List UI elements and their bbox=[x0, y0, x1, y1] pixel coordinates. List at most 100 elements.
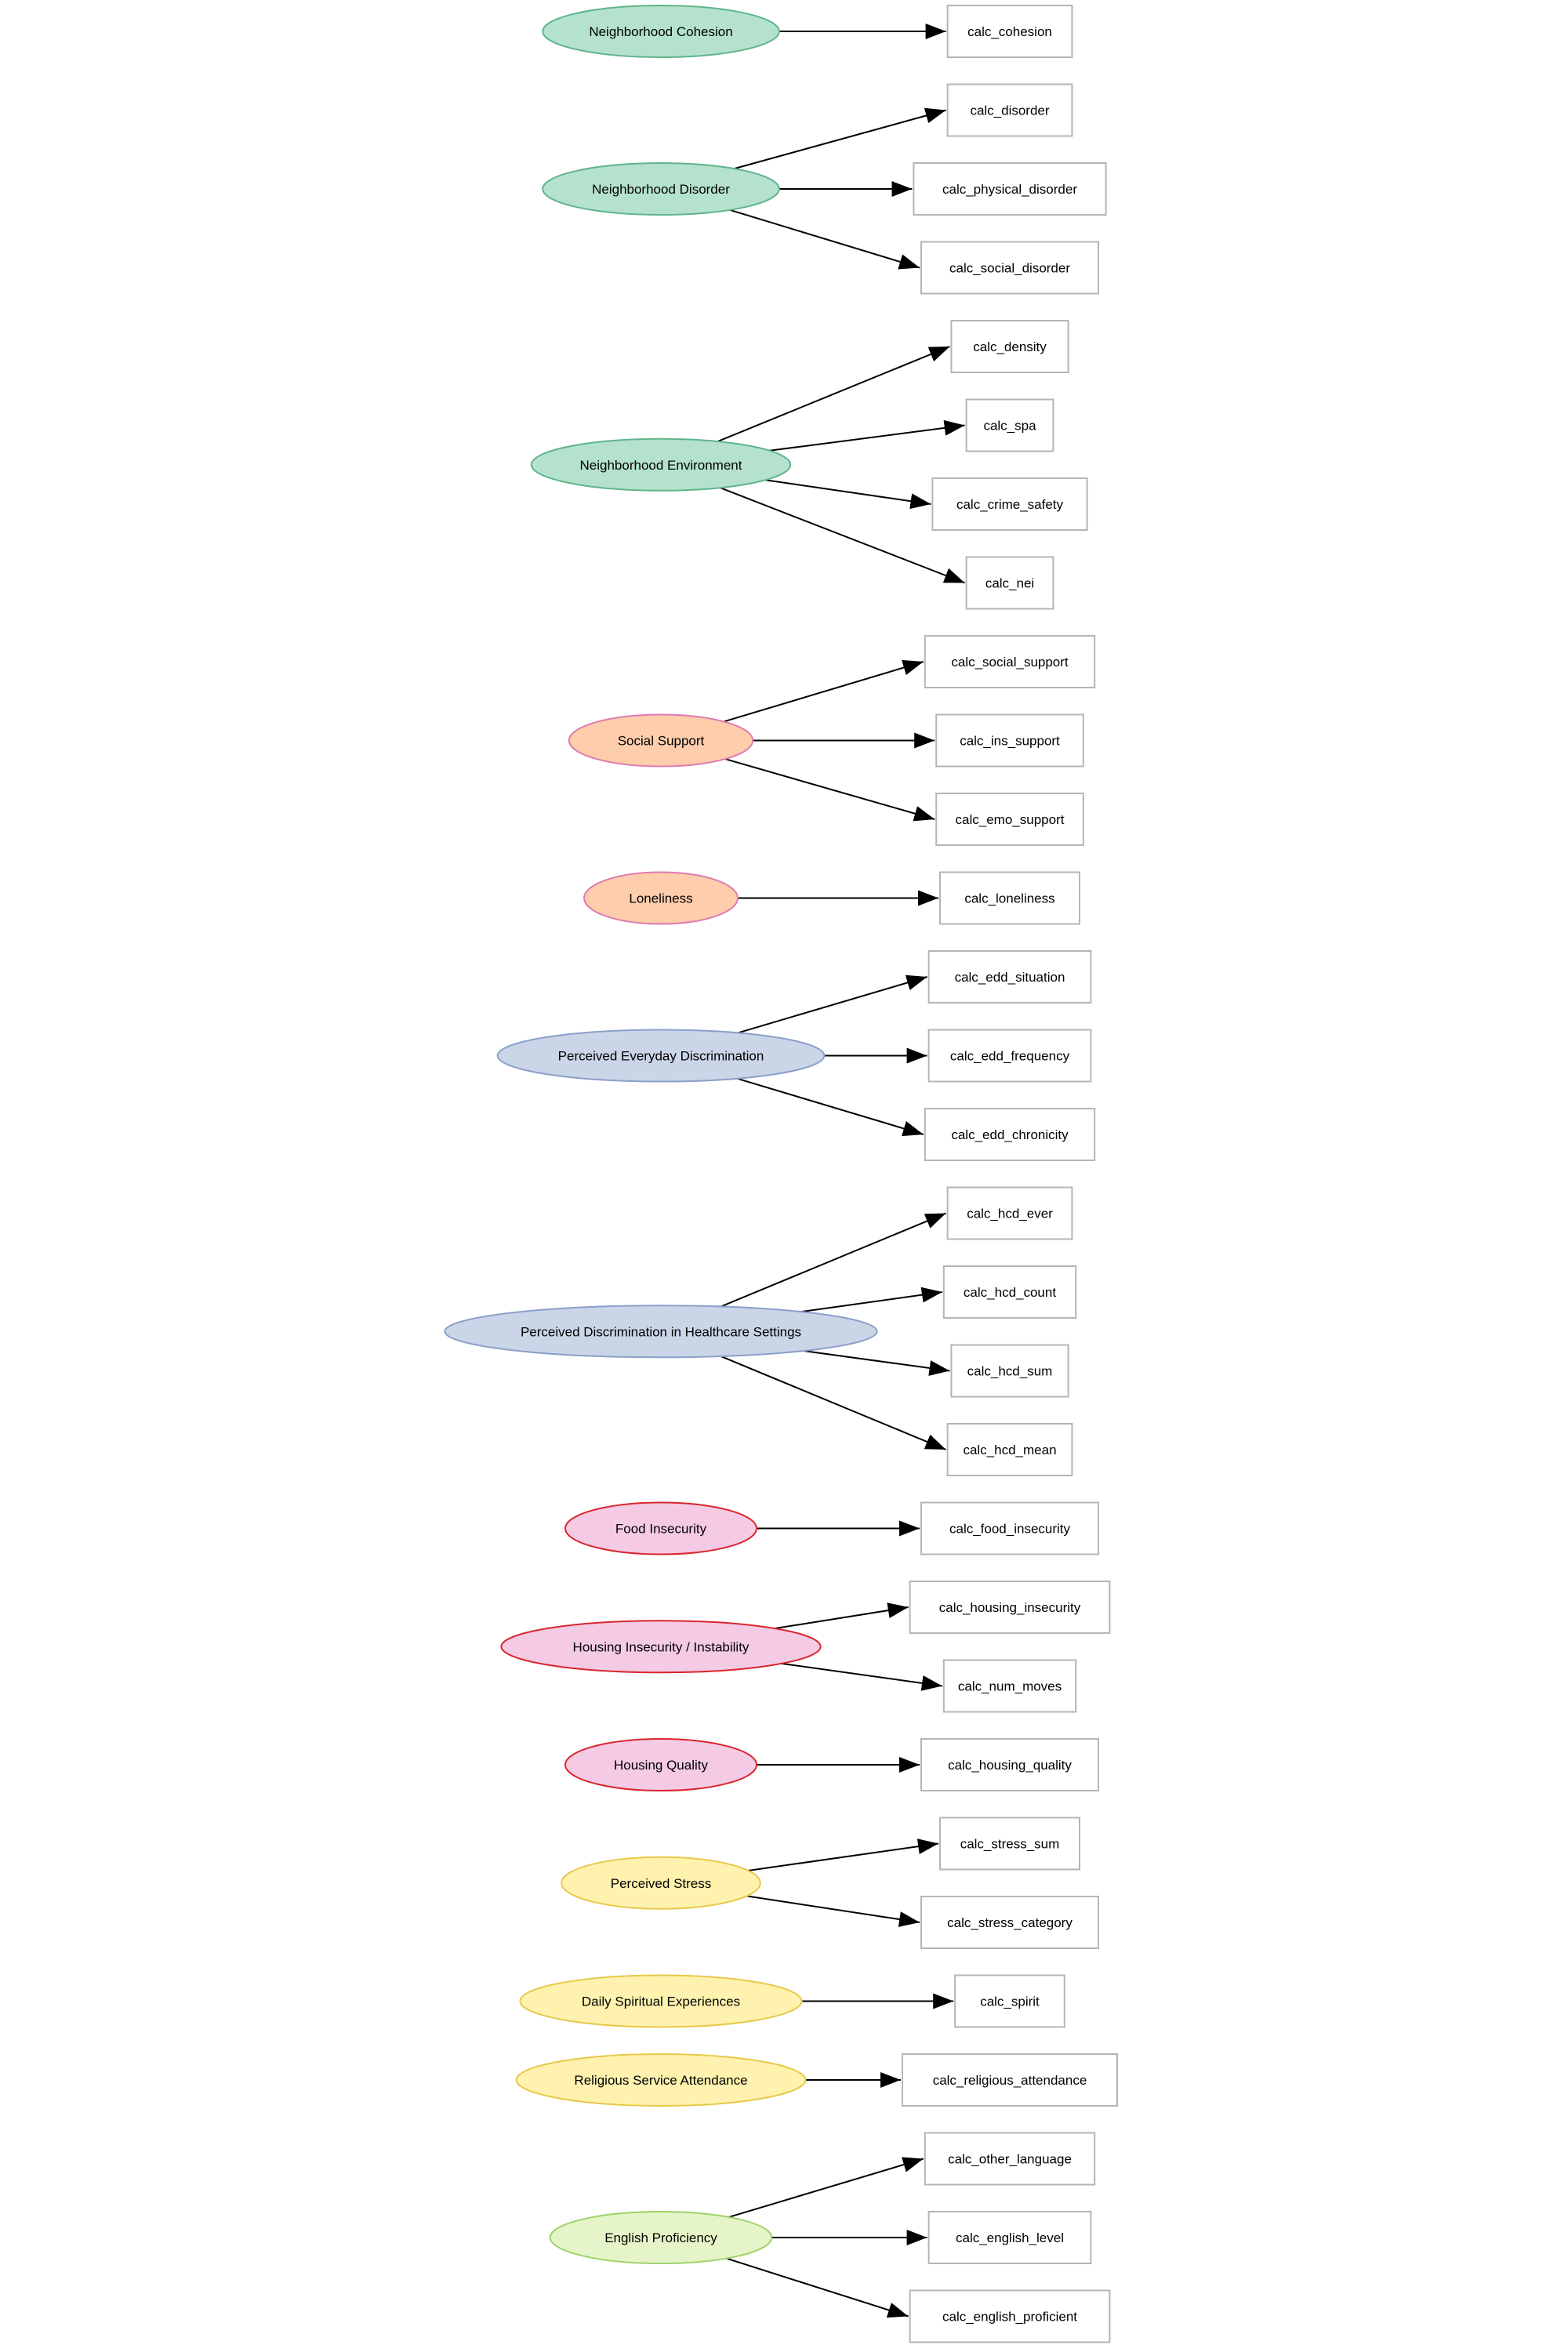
construct-node: Perceived Discrimination in Healthcare S… bbox=[445, 1305, 877, 1357]
variable-node: calc_social_disorder bbox=[921, 242, 1098, 294]
edge-arrow bbox=[730, 210, 920, 268]
construct-node: Housing Quality bbox=[565, 1739, 757, 1791]
variable-label: calc_disorder bbox=[970, 103, 1049, 118]
variable-node: calc_other_language bbox=[925, 2133, 1094, 2185]
construct-label: Food Insecurity bbox=[615, 1522, 707, 1537]
construct-label: Loneliness bbox=[629, 891, 692, 906]
variable-node: calc_physical_disorder bbox=[913, 163, 1105, 215]
variable-node: calc_crime_safety bbox=[932, 478, 1087, 530]
variable-node: calc_stress_category bbox=[921, 1896, 1098, 1948]
variable-label: calc_english_level bbox=[956, 2230, 1064, 2245]
construct-node: Social Support bbox=[569, 715, 753, 767]
variable-node: calc_hcd_mean bbox=[948, 1424, 1073, 1475]
construct-label: Housing Quality bbox=[614, 1758, 709, 1773]
variable-node: calc_loneliness bbox=[940, 873, 1080, 924]
construct-node: English Proficiency bbox=[550, 2212, 771, 2263]
variable-node: calc_ins_support bbox=[936, 715, 1083, 767]
edge-arrow bbox=[725, 759, 935, 819]
construct-node: Loneliness bbox=[584, 873, 738, 924]
variable-node: calc_spa bbox=[967, 400, 1054, 452]
construct-label: English Proficiency bbox=[604, 2230, 717, 2245]
variable-node: calc_food_insecurity bbox=[921, 1503, 1098, 1555]
edge-arrow bbox=[804, 1351, 950, 1370]
variable-node: calc_hcd_ever bbox=[948, 1188, 1073, 1240]
variable-label: calc_hcd_sum bbox=[967, 1364, 1053, 1379]
edge-arrow bbox=[737, 1079, 924, 1134]
edge-arrow bbox=[724, 662, 924, 721]
variable-node: calc_housing_insecurity bbox=[910, 1581, 1110, 1633]
variable-label: calc_stress_sum bbox=[960, 1837, 1060, 1852]
construct-label: Neighborhood Environment bbox=[580, 458, 742, 473]
variable-node: calc_nei bbox=[967, 557, 1054, 609]
variable-label: calc_hcd_mean bbox=[963, 1443, 1056, 1457]
variable-node: calc_hcd_sum bbox=[951, 1345, 1068, 1397]
construct-node: Food Insecurity bbox=[565, 1503, 757, 1555]
variable-label: calc_emo_support bbox=[956, 812, 1065, 827]
construct-node: Neighborhood Cohesion bbox=[543, 5, 779, 57]
variable-label: calc_hcd_ever bbox=[967, 1207, 1053, 1221]
variable-label: calc_other_language bbox=[948, 2152, 1072, 2167]
variable-node: calc_english_level bbox=[929, 2212, 1091, 2263]
variable-node: calc_edd_frequency bbox=[929, 1030, 1091, 1082]
edge-arrow bbox=[746, 1896, 920, 1922]
construct-label: Perceived Stress bbox=[611, 1876, 712, 1891]
construct-node: Religious Service Attendance bbox=[517, 2054, 806, 2106]
edge-arrow bbox=[801, 1292, 942, 1312]
variable-label: calc_social_disorder bbox=[949, 261, 1070, 276]
edge-arrow bbox=[738, 977, 927, 1033]
variable-label: calc_crime_safety bbox=[956, 497, 1064, 512]
variable-node: calc_cohesion bbox=[948, 5, 1073, 57]
variable-label: calc_housing_insecurity bbox=[939, 1600, 1081, 1615]
edge-arrow bbox=[735, 111, 946, 169]
construct-label: Daily Spiritual Experiences bbox=[582, 1994, 740, 2009]
variable-node: calc_housing_quality bbox=[921, 1739, 1098, 1791]
variable-label: calc_edd_situation bbox=[955, 970, 1065, 985]
edge-arrow bbox=[765, 480, 931, 504]
variable-label: calc_ins_support bbox=[960, 734, 1060, 749]
edge-arrow bbox=[717, 347, 949, 441]
variable-label: calc_num_moves bbox=[958, 1679, 1062, 1694]
construct-node: Daily Spiritual Experiences bbox=[520, 1976, 801, 2027]
construct-label: Neighborhood Disorder bbox=[592, 182, 730, 197]
variable-node: calc_edd_situation bbox=[929, 951, 1091, 1003]
edge-arrow bbox=[729, 2159, 924, 2217]
variable-label: calc_hcd_count bbox=[964, 1285, 1056, 1300]
variable-label: calc_food_insecurity bbox=[949, 1522, 1071, 1537]
construct-node: Neighborhood Environment bbox=[532, 439, 790, 491]
variable-label: calc_density bbox=[973, 339, 1047, 354]
construct-label: Perceived Everyday Discrimination bbox=[558, 1049, 764, 1064]
variable-label: calc_housing_quality bbox=[948, 1758, 1072, 1773]
variable-node: calc_emo_support bbox=[936, 793, 1083, 845]
construct-label: Perceived Discrimination in Healthcare S… bbox=[521, 1324, 801, 1339]
variable-label: calc_stress_category bbox=[947, 1915, 1073, 1930]
variable-label: calc_spa bbox=[983, 419, 1036, 434]
construct-node: Perceived Stress bbox=[561, 1857, 760, 1909]
variable-label: calc_edd_chronicity bbox=[951, 1127, 1069, 1142]
variable-label: calc_social_support bbox=[951, 655, 1069, 670]
construct-node: Perceived Everyday Discrimination bbox=[498, 1030, 825, 1082]
construct-label: Social Support bbox=[618, 734, 705, 749]
construct-node: Neighborhood Disorder bbox=[543, 163, 779, 215]
variable-node: calc_disorder bbox=[948, 85, 1073, 136]
variable-node: calc_religious_attendance bbox=[902, 2054, 1117, 2106]
variable-node: calc_density bbox=[951, 321, 1068, 372]
variable-label: calc_nei bbox=[985, 576, 1034, 591]
variable-node: calc_stress_sum bbox=[940, 1818, 1080, 1870]
variable-node: calc_edd_chronicity bbox=[925, 1109, 1094, 1160]
variable-label: calc_religious_attendance bbox=[933, 2073, 1087, 2088]
variable-label: calc_spirit bbox=[980, 1994, 1040, 2009]
edge-arrow bbox=[770, 426, 965, 451]
variable-node: calc_spirit bbox=[955, 1976, 1065, 2027]
construct-label: Religious Service Attendance bbox=[574, 2073, 747, 2088]
edge-arrow bbox=[727, 2259, 909, 2317]
variable-label: calc_edd_frequency bbox=[950, 1049, 1070, 1064]
variable-node: calc_english_proficient bbox=[910, 2291, 1110, 2343]
edge-arrow bbox=[748, 1844, 938, 1871]
variable-label: calc_loneliness bbox=[964, 891, 1054, 906]
variable-node: calc_hcd_count bbox=[944, 1266, 1076, 1318]
variable-label: calc_cohesion bbox=[967, 24, 1052, 39]
variable-node: calc_social_support bbox=[925, 636, 1094, 688]
variable-node: calc_num_moves bbox=[944, 1661, 1076, 1712]
edge-arrow bbox=[720, 1214, 946, 1307]
